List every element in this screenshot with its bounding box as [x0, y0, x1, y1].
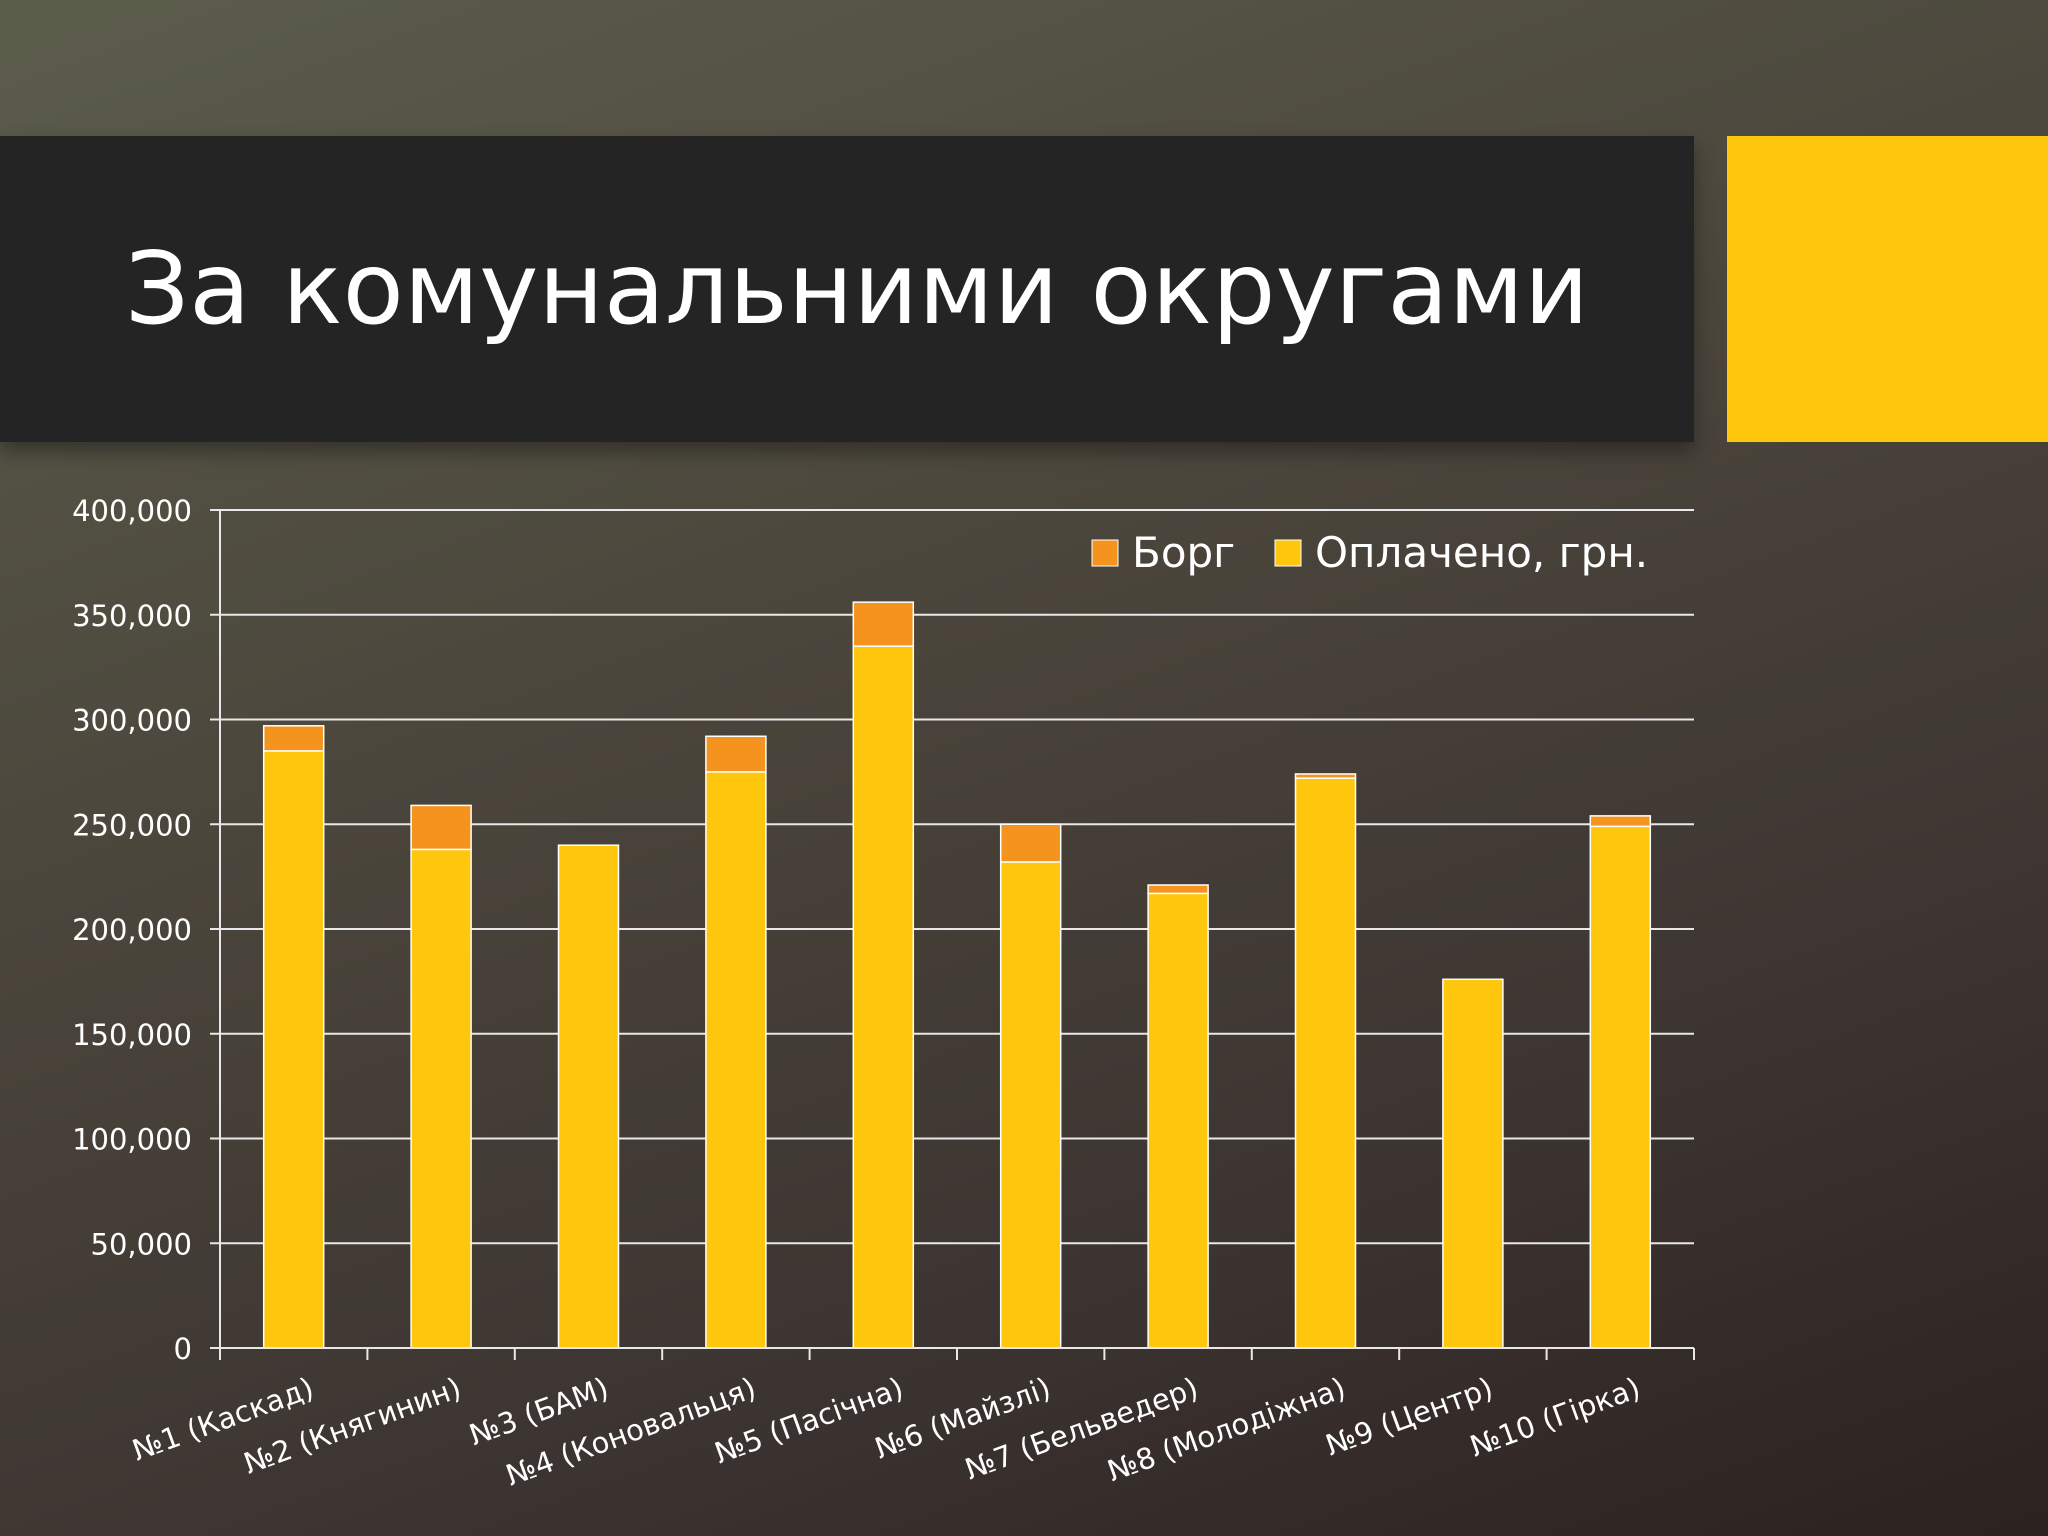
y-tick-label: 400,000: [72, 494, 192, 528]
accent-block: [1727, 136, 2048, 442]
legend: Борг Оплачено, грн.: [1091, 528, 1648, 577]
bar-paid: [1589, 825, 1652, 1349]
bar-debt: [410, 804, 472, 851]
bar-paid: [262, 750, 325, 1349]
legend-swatch: [1091, 539, 1119, 567]
bar-debt: [262, 725, 325, 752]
legend-swatch: [1274, 539, 1302, 567]
y-tick-label: 0: [174, 1332, 192, 1366]
legend-label: Оплачено, грн.: [1315, 528, 1648, 577]
bar-debt: [1589, 815, 1652, 828]
title-band: За комунальними округами: [0, 136, 1694, 442]
axes: [210, 509, 1695, 1360]
bar-debt: [1294, 773, 1357, 779]
legend-label: Борг: [1132, 528, 1235, 577]
bar-debt: [705, 735, 767, 773]
x-tick-label: №10 (Гірка): [1465, 1371, 1644, 1464]
y-tick-label: 200,000: [72, 913, 192, 947]
bar-paid: [705, 771, 767, 1349]
bar-paid: [557, 844, 620, 1349]
bar-debt: [1147, 884, 1209, 895]
y-tick-label: 350,000: [72, 599, 192, 633]
bar-paid: [410, 848, 472, 1349]
bars: [262, 601, 1652, 1349]
bar-debt: [852, 601, 915, 647]
bar-paid: [999, 861, 1062, 1349]
y-tick-label: 250,000: [72, 808, 192, 842]
y-tick-labels: 0 50,000 100,000 150,000 200,000 250,000 300,0…: [72, 494, 192, 1366]
slide-title: За комунальними округами: [125, 230, 1589, 347]
y-tick-label: 150,000: [72, 1018, 192, 1052]
y-tick-label: 100,000: [72, 1123, 192, 1157]
y-tick-label: 300,000: [72, 704, 192, 738]
bar-debt: [999, 823, 1062, 863]
y-tick-label: 50,000: [91, 1227, 192, 1261]
bar-paid: [1442, 978, 1504, 1349]
x-tick-labels: №1 (Каскад)№2 (Княгинин) №3 (БАМ)№4 (Коно…: [128, 1371, 1645, 1493]
x-tick-label: №4 (Коновальця): [501, 1371, 760, 1493]
bar-paid: [1294, 777, 1357, 1349]
bar-paid: [1147, 892, 1209, 1349]
bar-paid: [852, 645, 915, 1349]
